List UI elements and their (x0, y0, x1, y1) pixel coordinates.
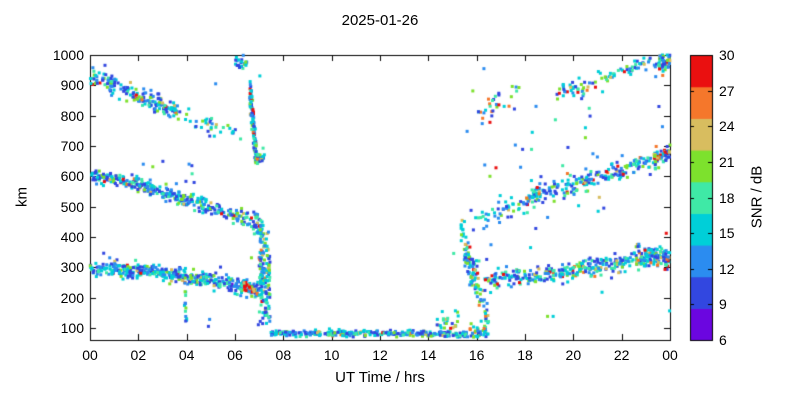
x-tick-label: 12 (372, 347, 388, 363)
y-tick-label: 500 (60, 198, 84, 215)
x-tick-label: 00 (82, 347, 98, 363)
x-tick-label: 18 (517, 347, 533, 363)
y-tick-label: 900 (60, 77, 84, 94)
x-tick-label: 14 (420, 347, 437, 363)
colorbar-tick-label: 9 (719, 296, 727, 313)
x-tick-label: 16 (468, 347, 485, 363)
colorbar-tick-label: 30 (719, 47, 735, 63)
chart-title: 2025-01-26 (341, 12, 419, 29)
y-tick-label: 1000 (52, 47, 84, 63)
x-tick-label: 10 (323, 347, 340, 363)
colorbar-tick-label: 12 (719, 260, 735, 277)
colorbar-tick-label: 24 (719, 118, 735, 135)
colorbar-tick-label: 27 (719, 82, 735, 99)
y-tick-label: 600 (60, 168, 84, 185)
x-tick-label: 04 (178, 347, 195, 363)
y-tick-label: 100 (60, 319, 84, 336)
colorbar-tick-label: 15 (719, 225, 735, 242)
x-tick-label: 06 (227, 347, 243, 363)
y-tick-label: 200 (60, 289, 84, 306)
x-tick-label: 08 (275, 347, 292, 363)
x-axis-label: UT Time / hrs (335, 369, 425, 386)
y-tick-label: 400 (60, 228, 84, 245)
colorbar-tick-label: 18 (719, 189, 735, 206)
x-tick-label: 22 (613, 347, 630, 363)
y-tick-label: 800 (60, 107, 84, 124)
colorbar-tick-label: 6 (719, 332, 727, 348)
x-tick-label: 02 (130, 347, 147, 363)
x-tick-label: 00 (662, 347, 678, 363)
y-axis-label: km (13, 187, 31, 207)
y-tick-label: 700 (60, 137, 84, 154)
x-tick-label: 20 (565, 347, 582, 363)
colorbar-tick-label: 21 (719, 153, 735, 170)
y-tick-label: 300 (60, 259, 84, 276)
